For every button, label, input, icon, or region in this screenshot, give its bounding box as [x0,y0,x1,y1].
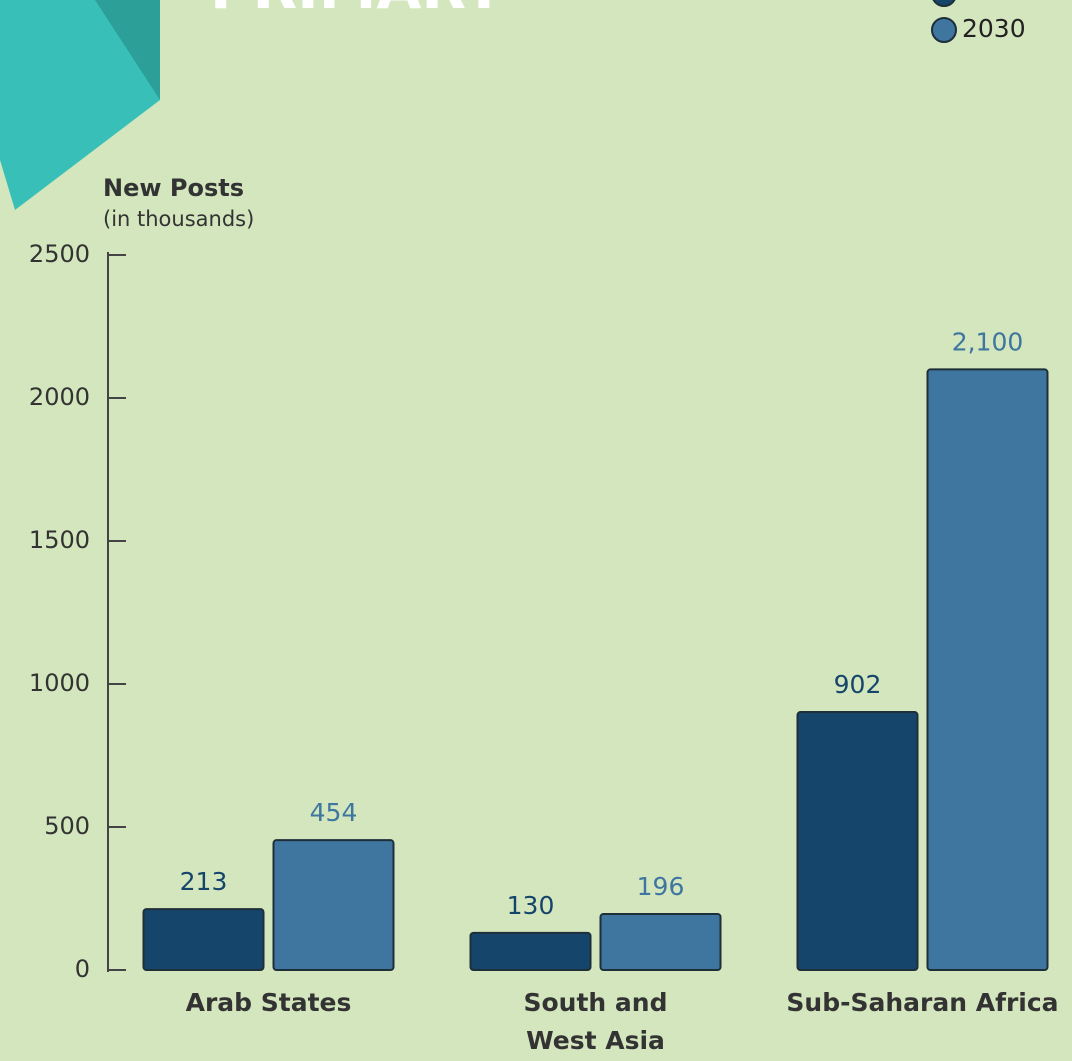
bar [928,369,1048,970]
value-label: 130 [507,891,555,920]
y-tick-label: 2000 [29,383,90,411]
legend-label: 2030 [962,14,1026,43]
legend-swatch [932,18,956,42]
chart: PRIMARY New Posts (in thousands) 0 500 100… [0,0,1072,1061]
bar [471,933,591,970]
y-tick-label: 1000 [29,669,90,697]
y-tick-label: 500 [44,812,90,840]
value-label: 902 [834,670,882,699]
bar [798,712,918,970]
y-tick-label: 1500 [29,526,90,554]
page: PRIMARY New Posts (in thousands) 0 500 100… [0,0,1072,1061]
x-tick-label: Arab States [109,984,429,1022]
x-tick-label: Sub-Saharan Africa [763,984,1072,1022]
value-label: 196 [637,872,685,901]
legend-swatch [932,0,956,6]
x-tick-label: South and West Asia [436,984,756,1060]
chart-title: PRIMARY [210,0,506,22]
value-label: 213 [180,867,228,896]
y-tick-label: 2500 [29,240,90,268]
y-axis-subtitle: (in thousands) [103,207,254,231]
y-axis-title: New Posts [103,174,244,202]
value-label: 2,100 [952,327,1024,356]
y-tick-label: 0 [75,955,90,983]
bar [144,909,264,970]
value-label: 454 [310,798,358,827]
bar [274,840,394,970]
bar [601,914,721,970]
